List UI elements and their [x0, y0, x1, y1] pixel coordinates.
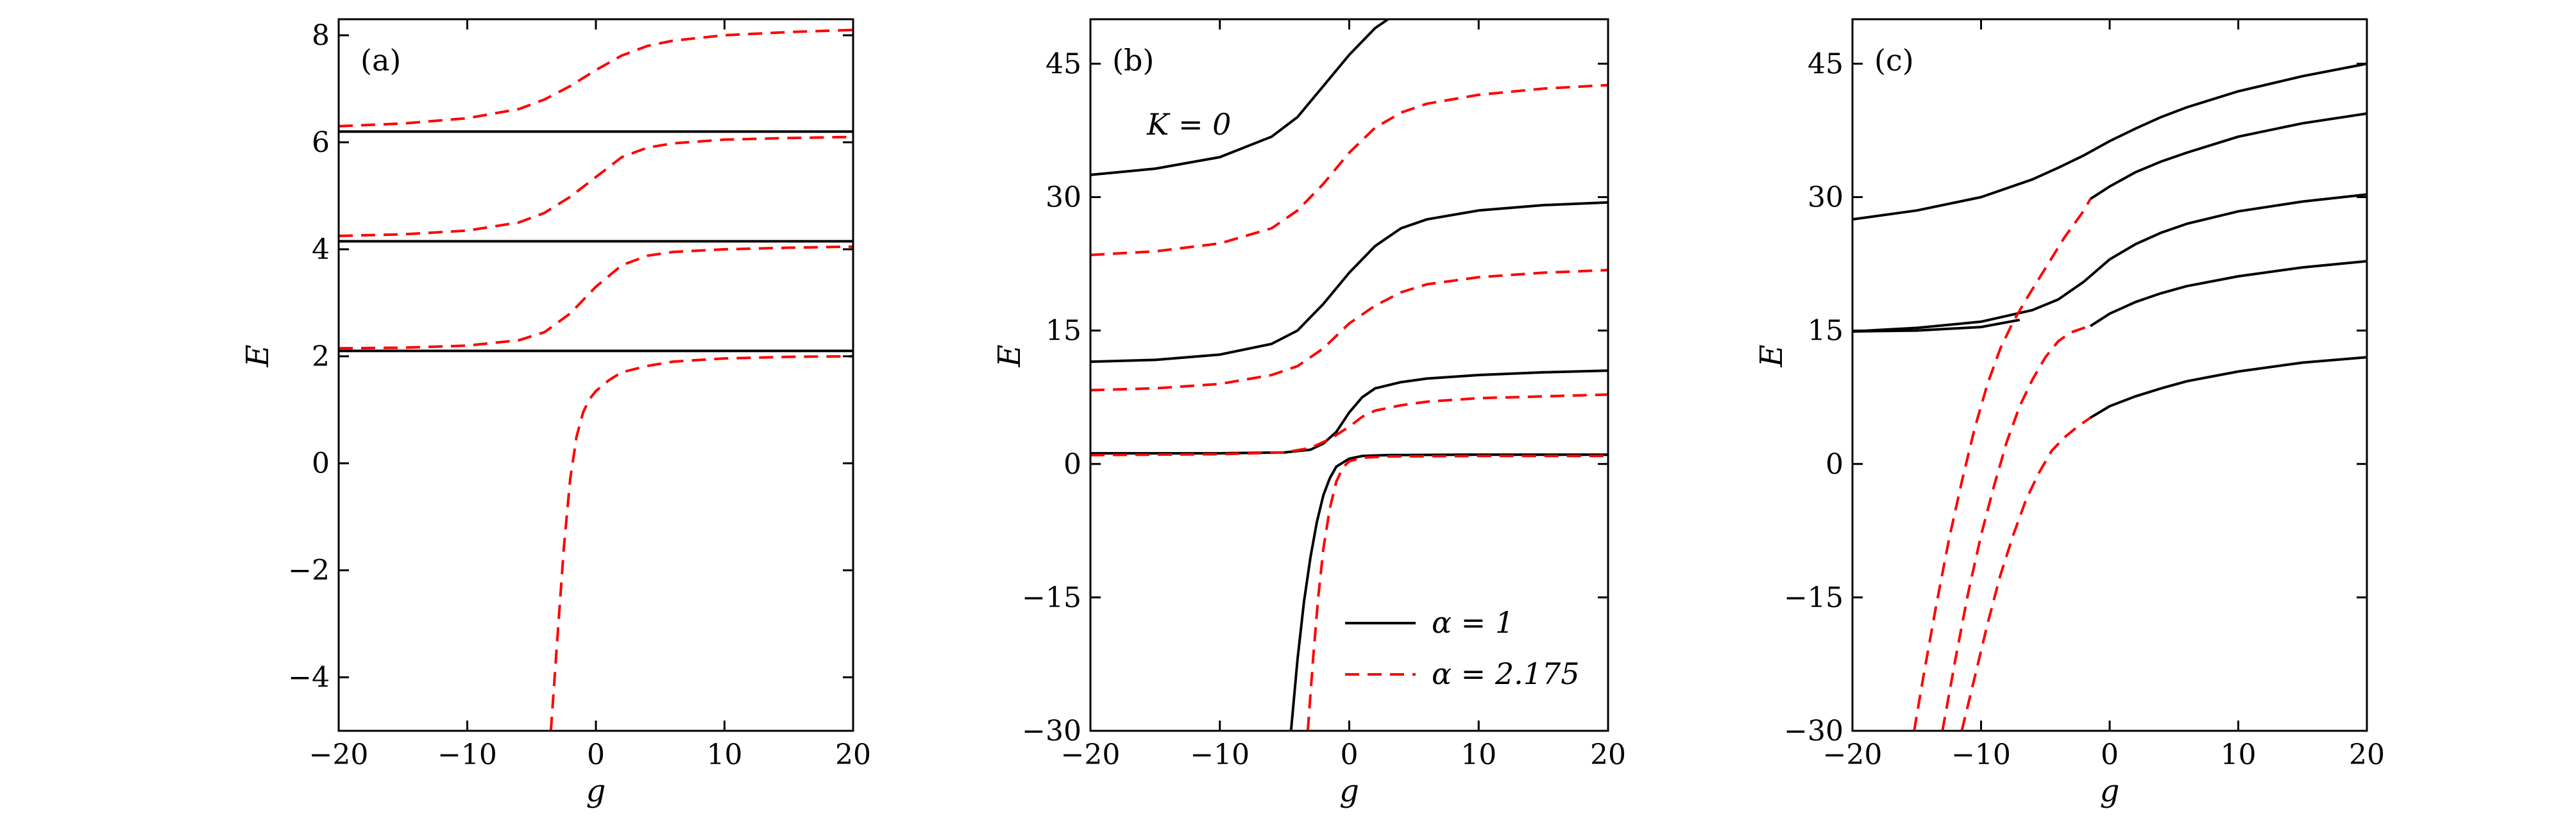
x-tick-label: −10 — [1951, 739, 2011, 771]
x-tick-label: 0 — [2101, 739, 2119, 771]
y-tick-label: −4 — [288, 662, 330, 694]
solid-curve-1 — [1852, 62, 2367, 221]
solid-curve-5 — [2089, 260, 2367, 328]
y-tick-label: 0 — [1826, 448, 1843, 481]
y-tick-label: 30 — [1046, 181, 1081, 214]
y-tick-label: 2 — [312, 340, 330, 373]
y-axis-label: E — [240, 344, 276, 367]
y-tick-label: −15 — [1022, 581, 1081, 614]
x-tick-label: 20 — [1590, 739, 1626, 771]
series-group — [339, 28, 853, 731]
solid-curve-4 — [2089, 112, 2367, 200]
y-tick-label: 0 — [1063, 448, 1081, 481]
x-tick-label: 10 — [707, 739, 743, 771]
solid-curve-3 — [1090, 369, 1608, 455]
solid-curve-3 — [1852, 319, 2021, 333]
dashed-curve-5 — [1090, 83, 1608, 256]
legend-label: α = 2.175 — [1432, 656, 1580, 691]
y-axis-label: E — [992, 344, 1028, 367]
dashed-curve-8 — [1941, 324, 2091, 731]
dashed-curve-9 — [1960, 416, 2092, 731]
solid-curve-6 — [2089, 356, 2367, 419]
solid-curve-2 — [1852, 193, 2367, 333]
x-tick-label: −20 — [309, 739, 369, 771]
x-tick-label: 10 — [1461, 739, 1496, 771]
x-axis-label: g — [1339, 773, 1359, 809]
x-tick-label: 20 — [2349, 739, 2385, 771]
x-tick-label: −10 — [437, 739, 497, 771]
solid-curve-1 — [1090, 19, 1389, 176]
x-tick-label: 10 — [2221, 739, 2257, 771]
y-tick-label: 45 — [1046, 47, 1081, 80]
y-tick-label: 8 — [312, 19, 330, 52]
y-tick-label: 15 — [1808, 315, 1843, 347]
dashed-curve-7 — [1913, 198, 2092, 731]
panel-label: (b) — [1112, 43, 1154, 78]
chart-panel-3: −20 −10 0 10 20 −30 −15 0 15 30 45 g E (c) — [1754, 18, 2385, 809]
plot-frame — [337, 18, 854, 732]
dashed-curve-5 — [339, 135, 853, 237]
dashed-curve-7 — [549, 355, 853, 731]
y-axis-label: E — [1754, 344, 1790, 367]
y-tick-label: 6 — [312, 126, 330, 159]
y-tick-label: 4 — [312, 233, 330, 266]
x-tick-label: 20 — [835, 739, 871, 771]
series-group — [1090, 19, 1608, 731]
y-tick-label: 45 — [1808, 47, 1843, 80]
chart-panel-2: −20 −10 0 10 20 −30 −15 0 15 30 45 g E (b) K = 0 α = 1 α… — [992, 18, 1626, 809]
panel-label: (c) — [1874, 43, 1914, 78]
solid-curve-2 — [1090, 201, 1608, 363]
panel-label: (a) — [360, 43, 401, 78]
x-axis-label: g — [586, 773, 606, 809]
x-tick-label: 0 — [1341, 739, 1359, 771]
x-tick-label: −10 — [1190, 739, 1250, 771]
y-tick-label: −15 — [1784, 581, 1843, 614]
dashed-curve-6 — [339, 245, 853, 350]
y-tick-label: −2 — [288, 555, 330, 587]
solid-curve-4 — [1289, 453, 1608, 731]
dashed-curve-8 — [1306, 455, 1608, 731]
y-tick-label: −30 — [1022, 715, 1081, 747]
x-tick-label: 0 — [587, 739, 605, 771]
y-tick-label: 15 — [1046, 315, 1081, 347]
legend-label: α = 1 — [1432, 605, 1514, 640]
dashed-curve-7 — [1090, 393, 1608, 456]
series-group — [1852, 62, 2367, 731]
annotation-text: K = 0 — [1146, 107, 1231, 142]
y-tick-label: 0 — [312, 447, 330, 480]
x-axis-label: g — [2100, 773, 2120, 809]
x-tick-label: −20 — [1823, 739, 1883, 771]
dashed-curve-4 — [339, 28, 853, 128]
y-tick-label: −30 — [1784, 715, 1843, 747]
y-tick-label: 30 — [1808, 181, 1843, 214]
dashed-curve-6 — [1090, 269, 1608, 392]
x-tick-label: −20 — [1061, 739, 1121, 771]
